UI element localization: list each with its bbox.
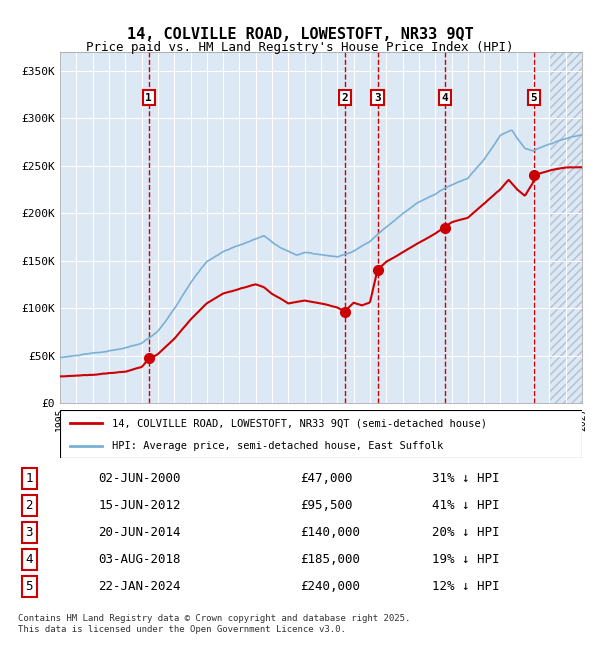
- Bar: [550, 52, 582, 403]
- Text: 4: 4: [26, 553, 33, 566]
- Text: 41% ↓ HPI: 41% ↓ HPI: [433, 499, 500, 512]
- Text: 5: 5: [26, 580, 33, 593]
- Text: £185,000: £185,000: [300, 553, 360, 566]
- Text: Contains HM Land Registry data © Crown copyright and database right 2025.
This d: Contains HM Land Registry data © Crown c…: [18, 614, 410, 634]
- Text: 22-JAN-2024: 22-JAN-2024: [98, 580, 181, 593]
- Text: 3: 3: [374, 93, 381, 103]
- Text: 03-AUG-2018: 03-AUG-2018: [98, 553, 181, 566]
- Text: 20-JUN-2014: 20-JUN-2014: [98, 526, 181, 539]
- Text: 4: 4: [442, 93, 448, 103]
- Text: 1: 1: [26, 472, 33, 485]
- Text: 14, COLVILLE ROAD, LOWESTOFT, NR33 9QT: 14, COLVILLE ROAD, LOWESTOFT, NR33 9QT: [127, 27, 473, 42]
- Text: £240,000: £240,000: [300, 580, 360, 593]
- Text: 20% ↓ HPI: 20% ↓ HPI: [433, 526, 500, 539]
- Text: 5: 5: [530, 93, 538, 103]
- Text: £47,000: £47,000: [300, 472, 353, 485]
- Text: 02-JUN-2000: 02-JUN-2000: [98, 472, 181, 485]
- Text: 31% ↓ HPI: 31% ↓ HPI: [433, 472, 500, 485]
- Text: £95,500: £95,500: [300, 499, 353, 512]
- Text: 2: 2: [26, 499, 33, 512]
- Text: 12% ↓ HPI: 12% ↓ HPI: [433, 580, 500, 593]
- Text: 3: 3: [26, 526, 33, 539]
- Text: 1: 1: [145, 93, 152, 103]
- FancyBboxPatch shape: [60, 410, 582, 458]
- Text: 2: 2: [341, 93, 348, 103]
- Text: £140,000: £140,000: [300, 526, 360, 539]
- Bar: [550, 52, 582, 403]
- Text: 15-JUN-2012: 15-JUN-2012: [98, 499, 181, 512]
- Text: HPI: Average price, semi-detached house, East Suffolk: HPI: Average price, semi-detached house,…: [112, 441, 443, 451]
- Text: 14, COLVILLE ROAD, LOWESTOFT, NR33 9QT (semi-detached house): 14, COLVILLE ROAD, LOWESTOFT, NR33 9QT (…: [112, 418, 487, 428]
- Bar: [550, 52, 582, 403]
- Text: Price paid vs. HM Land Registry's House Price Index (HPI): Price paid vs. HM Land Registry's House …: [86, 41, 514, 54]
- Text: 19% ↓ HPI: 19% ↓ HPI: [433, 553, 500, 566]
